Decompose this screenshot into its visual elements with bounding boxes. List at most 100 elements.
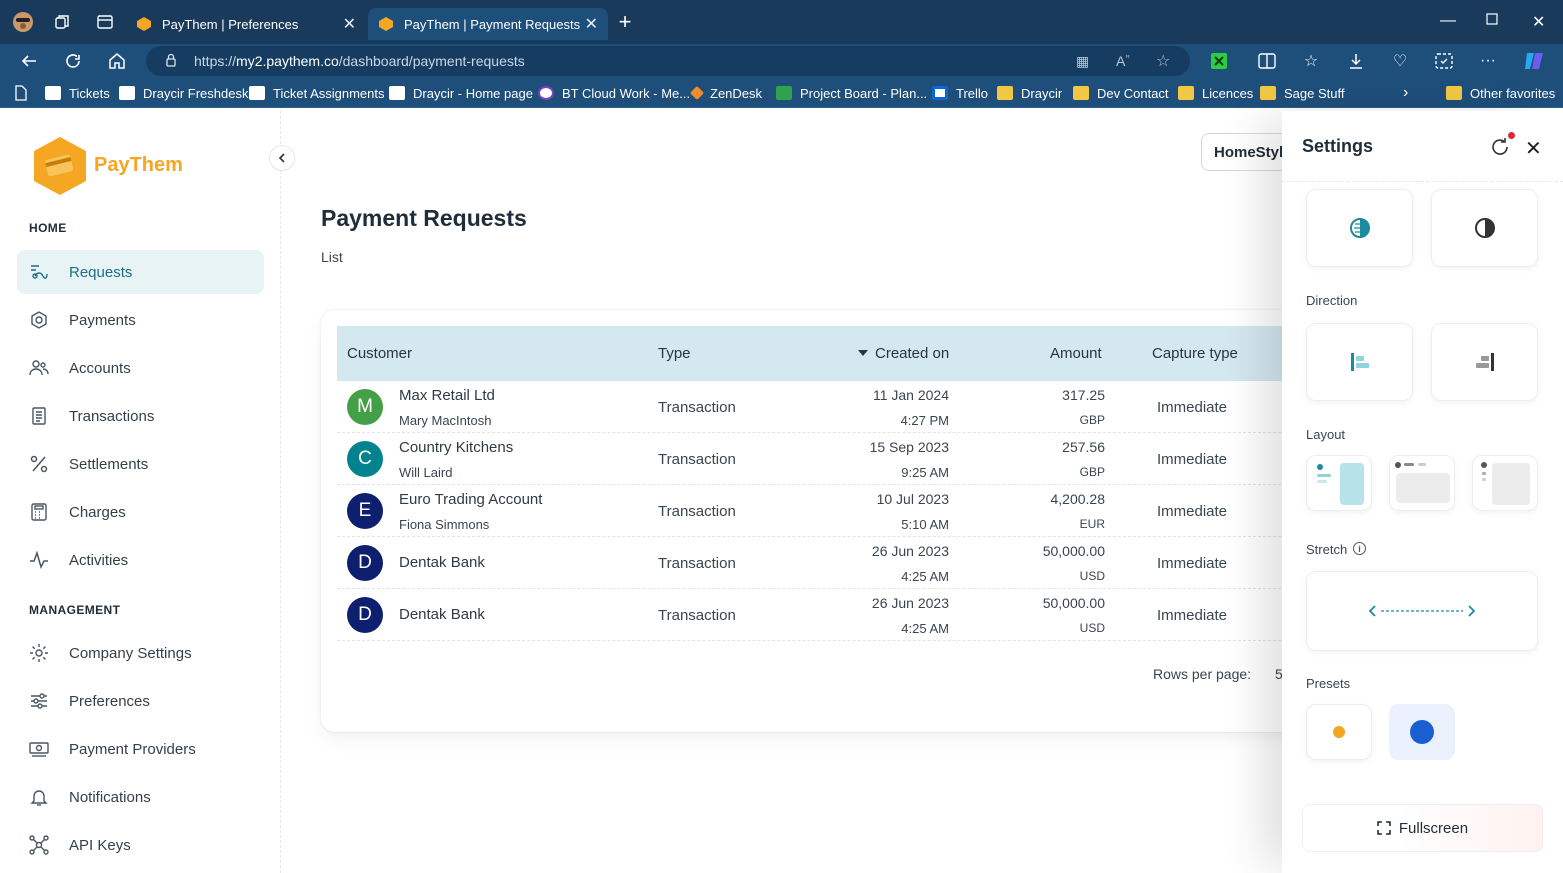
- capture-type-cell: Immediate: [1157, 399, 1228, 416]
- sidebar-item-payment-providers[interactable]: Payment Providers: [17, 727, 264, 771]
- sidebar-item-company-settings[interactable]: Company Settings: [17, 631, 264, 675]
- app-available-icon[interactable]: ▦: [1076, 53, 1090, 69]
- bookmark-bt-cloud-work[interactable]: BT Cloud Work - Me...: [538, 84, 690, 102]
- copilot-icon[interactable]: [1523, 50, 1545, 72]
- split-screen-icon[interactable]: [1256, 50, 1278, 72]
- url-field[interactable]: https://my2.paythem.co/dashboard/payment…: [146, 46, 1190, 76]
- column-capture-type[interactable]: Capture type: [1152, 345, 1238, 362]
- sidebar-item-preferences[interactable]: Preferences: [17, 679, 264, 723]
- bookmark-label: Other favorites: [1470, 85, 1556, 101]
- minimize-window-icon[interactable]: ―: [1440, 12, 1456, 29]
- table-row[interactable]: D Dentak Bank Transaction 26 Jun 2023 4:…: [337, 537, 1301, 589]
- table-row[interactable]: E Euro Trading Account Fiona Simmons Tra…: [337, 485, 1301, 537]
- collapse-sidebar-button[interactable]: [269, 145, 295, 171]
- created-date: 10 Jul 2023: [876, 491, 949, 507]
- bookmark-label: BT Cloud Work - Me...: [562, 85, 691, 101]
- bookmark-trello[interactable]: Trello: [932, 84, 988, 102]
- stretch-toggle[interactable]: [1306, 571, 1538, 651]
- preset-blue-option[interactable]: [1389, 704, 1455, 760]
- bookmark-draycir-home[interactable]: Draycir - Home page: [389, 84, 533, 102]
- avatar: C: [347, 441, 383, 477]
- sidebar-item-transactions[interactable]: Transactions: [17, 394, 264, 438]
- bookmark-draycir-freshdesk[interactable]: Draycir Freshdesk: [119, 84, 248, 102]
- table-row[interactable]: C Country Kitchens Will Laird Transactio…: [337, 433, 1301, 485]
- layout-mini-option[interactable]: [1472, 455, 1538, 511]
- bookmark-ticket-assignments[interactable]: Ticket Assignments: [249, 84, 385, 102]
- bookmark-folder-dev-contact[interactable]: Dev Contact: [1073, 84, 1169, 102]
- close-tab-icon[interactable]: ✕: [584, 16, 598, 33]
- customer-name: Max Retail Ltd: [399, 387, 495, 404]
- rows-per-page-select[interactable]: 5: [1274, 666, 1283, 682]
- reading-page-icon[interactable]: [14, 84, 28, 102]
- sidebar-item-api-keys[interactable]: API Keys: [17, 823, 264, 867]
- bookmark-zendesk[interactable]: ZenDesk: [689, 84, 762, 102]
- fullscreen-button[interactable]: Fullscreen: [1302, 804, 1543, 852]
- browser-essentials-icon[interactable]: ♡: [1392, 53, 1408, 70]
- close-settings-icon[interactable]: ✕: [1525, 138, 1542, 160]
- workspaces-icon[interactable]: [52, 11, 74, 33]
- column-amount[interactable]: Amount: [1050, 345, 1102, 362]
- close-tab-icon[interactable]: ✕: [342, 16, 356, 33]
- lock-icon[interactable]: [164, 53, 178, 70]
- back-icon[interactable]: [18, 50, 40, 72]
- bookmark-folder-sage-stuff[interactable]: Sage Stuff: [1260, 84, 1344, 102]
- tab-payment-requests[interactable]: PayThem | Payment Requests ✕: [368, 8, 608, 40]
- settings-title: Settings: [1302, 136, 1374, 156]
- planner-icon: [776, 86, 792, 100]
- screenshot-icon[interactable]: [1433, 50, 1455, 72]
- close-window-icon[interactable]: ✕: [1532, 14, 1546, 31]
- table-row[interactable]: D Dentak Bank Transaction 26 Jun 2023 4:…: [337, 589, 1301, 641]
- bookmark-tickets[interactable]: Tickets: [45, 84, 110, 102]
- preset-orange-option[interactable]: [1306, 704, 1372, 760]
- column-created-on[interactable]: Created on: [875, 345, 950, 362]
- downloads-icon[interactable]: [1345, 50, 1367, 72]
- sidebar-item-label: Payment Providers: [69, 740, 196, 758]
- sidebar-item-accounts[interactable]: Accounts: [17, 346, 264, 390]
- favorite-star-icon[interactable]: ☆: [1156, 53, 1171, 70]
- sidebar-item-notifications[interactable]: Notifications: [17, 775, 264, 819]
- new-tab-button[interactable]: +: [618, 9, 632, 34]
- tab-preferences[interactable]: PayThem | Preferences ✕: [126, 8, 366, 40]
- column-type[interactable]: Type: [658, 345, 691, 362]
- accounts-icon: [29, 360, 49, 376]
- direction-ltr-option[interactable]: [1306, 323, 1413, 401]
- mode-contrast-option[interactable]: [1431, 189, 1538, 267]
- preset-color-swatch: [1333, 726, 1345, 738]
- sidebar-item-charges[interactable]: Charges: [17, 490, 264, 534]
- mode-light-option[interactable]: [1306, 189, 1413, 267]
- layout-vertical-option[interactable]: [1306, 455, 1372, 511]
- paythem-logo-icon[interactable]: [30, 135, 90, 197]
- sidebar-item-payments[interactable]: Payments: [17, 298, 264, 342]
- read-aloud-icon[interactable]: Aꟸ: [1116, 53, 1130, 69]
- info-icon[interactable]: i: [1353, 542, 1366, 555]
- layout-horizontal-option[interactable]: [1389, 455, 1455, 511]
- column-customer[interactable]: Customer: [347, 345, 413, 362]
- breadcrumb: List: [321, 249, 343, 265]
- more-options-icon[interactable]: ···: [1480, 52, 1496, 69]
- direction-rtl-option[interactable]: [1431, 323, 1538, 401]
- contrast-teal-icon: [1349, 218, 1370, 238]
- sidebar-item-requests[interactable]: Requests: [17, 250, 264, 294]
- sidebar-item-settlements[interactable]: Settlements: [17, 442, 264, 486]
- home-icon[interactable]: [106, 50, 128, 72]
- bookmark-other-favorites[interactable]: Other favorites: [1446, 84, 1555, 102]
- transactions-icon: [32, 407, 46, 425]
- favorites-icon[interactable]: ☆: [1303, 53, 1319, 70]
- maximize-window-icon[interactable]: [1486, 12, 1498, 30]
- bookmark-project-board[interactable]: Project Board - Plan...: [776, 84, 927, 102]
- reset-settings-icon[interactable]: [1488, 135, 1512, 159]
- sidebar-item-activities[interactable]: Activities: [17, 538, 264, 582]
- table-row[interactable]: M Max Retail Ltd Mary MacIntosh Transact…: [337, 381, 1301, 433]
- created-time: 9:25 AM: [901, 465, 949, 480]
- folder-icon: [1446, 86, 1462, 100]
- bookmark-folder-licences[interactable]: Licences: [1178, 84, 1253, 102]
- tab-actions-icon[interactable]: [94, 11, 116, 33]
- excel-extension-icon[interactable]: [1208, 50, 1230, 72]
- sidebar-item-label: Transactions: [69, 407, 155, 425]
- bookmarks-overflow-chevron-icon[interactable]: ›: [1403, 84, 1409, 101]
- refresh-icon[interactable]: [62, 50, 84, 72]
- sort-desc-icon[interactable]: [857, 345, 869, 362]
- profile-avatar-icon[interactable]: [12, 11, 34, 33]
- bookmark-folder-draycir[interactable]: Draycir: [997, 84, 1062, 102]
- draycir-icon: [249, 86, 265, 100]
